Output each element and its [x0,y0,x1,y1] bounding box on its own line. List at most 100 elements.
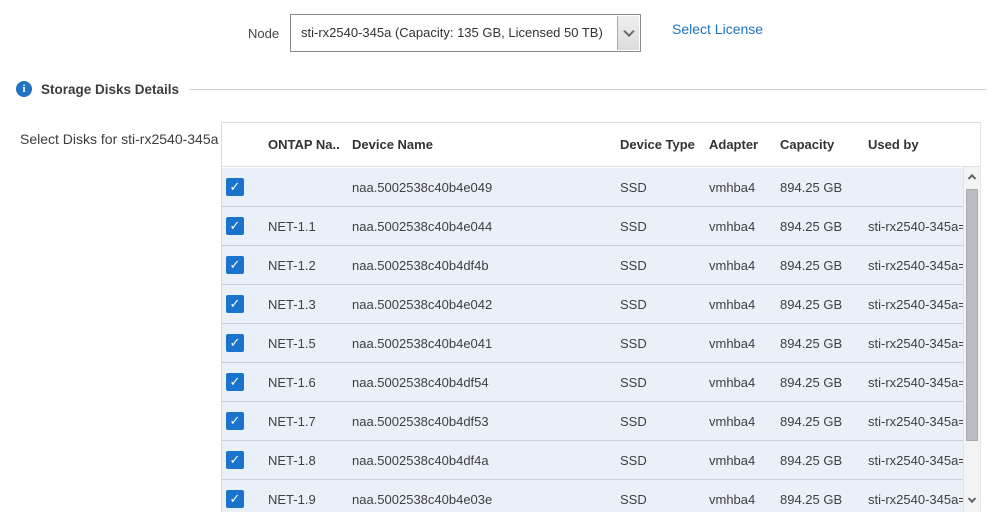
adapter-cell: vmhba4 [709,179,756,195]
adapter-cell: vmhba4 [709,491,756,507]
used-by-cell: sti-rx2540-345a=... [868,413,963,429]
vertical-scrollbar[interactable] [963,167,980,512]
checkmark-icon: ✓ [229,296,241,311]
checkbox-cell: ✓ [222,373,256,391]
used-by-cell: sti-rx2540-345a=... [868,218,963,234]
row-checkbox[interactable]: ✓ [226,295,244,313]
table-header-row: ONTAP Na... Device Name Device Type Adap… [222,123,980,167]
checkbox-cell: ✓ [222,256,256,274]
checkmark-icon: ✓ [229,257,241,272]
adapter-cell: vmhba4 [709,374,756,390]
table-row[interactable]: ✓ NET-1.6 naa.5002538c40b4df54 SSD vmhba… [222,363,963,402]
used-by-cell: sti-rx2540-345a=... [868,296,963,312]
section-title: Storage Disks Details [41,82,180,97]
device-name-cell: naa.5002538c40b4df54 [352,374,489,390]
used-by-cell: sti-rx2540-345a=... [868,491,963,507]
checkmark-icon: ✓ [229,374,241,389]
device-type-cell: SSD [620,296,647,312]
row-checkbox[interactable]: ✓ [226,334,244,352]
column-header-device-type[interactable]: Device Type [620,137,695,152]
used-by-cell: sti-rx2540-345a=... [868,374,963,390]
device-name-cell: naa.5002538c40b4e042 [352,296,493,312]
scrollbar-thumb[interactable] [966,189,978,441]
row-checkbox[interactable]: ✓ [226,217,244,235]
capacity-cell: 894.25 GB [780,452,843,468]
device-type-cell: SSD [620,374,647,390]
row-checkbox[interactable]: ✓ [226,373,244,391]
device-type-cell: SSD [620,335,647,351]
row-checkbox[interactable]: ✓ [226,451,244,469]
checkmark-icon: ✓ [229,413,241,428]
column-header-used-by[interactable]: Used by [868,137,919,152]
device-type-cell: SSD [620,452,647,468]
scroll-up-button[interactable] [964,167,980,187]
used-by-cell: sti-rx2540-345a=... [868,335,963,351]
column-header-device-name[interactable]: Device Name [352,137,433,152]
row-checkbox[interactable]: ✓ [226,178,244,196]
adapter-cell: vmhba4 [709,218,756,234]
checkmark-icon: ✓ [229,218,241,233]
column-header-capacity[interactable]: Capacity [780,137,835,152]
device-name-cell: naa.5002538c40b4e049 [352,179,493,195]
ontap-name-cell: NET-1.6 [268,374,316,390]
node-select-dropdown[interactable]: sti-rx2540-345a (Capacity: 135 GB, Licen… [290,14,641,52]
scroll-down-button[interactable] [964,490,980,510]
checkbox-cell: ✓ [222,490,256,508]
table-row[interactable]: ✓ NET-1.7 naa.5002538c40b4df53 SSD vmhba… [222,402,963,441]
capacity-cell: 894.25 GB [780,374,843,390]
checkbox-cell: ✓ [222,295,256,313]
checkbox-cell: ✓ [222,451,256,469]
section-divider [190,89,986,90]
ontap-name-cell: NET-1.9 [268,491,316,507]
table-row[interactable]: ✓ NET-1.1 naa.5002538c40b4e044 SSD vmhba… [222,207,963,246]
ontap-name-cell: NET-1.1 [268,218,316,234]
row-checkbox[interactable]: ✓ [226,256,244,274]
chevron-down-icon [967,494,977,504]
column-header-adapter[interactable]: Adapter [709,137,759,152]
table-row[interactable]: ✓ NET-1.9 naa.5002538c40b4e03e SSD vmhba… [222,480,963,512]
chevron-up-icon [967,173,977,183]
ontap-name-cell: NET-1.2 [268,257,316,273]
adapter-cell: vmhba4 [709,452,756,468]
capacity-cell: 894.25 GB [780,257,843,273]
capacity-cell: 894.25 GB [780,413,843,429]
row-checkbox[interactable]: ✓ [226,412,244,430]
node-select-value: sti-rx2540-345a (Capacity: 135 GB, Licen… [301,25,603,40]
table-row[interactable]: ✓ NET-1.2 naa.5002538c40b4df4b SSD vmhba… [222,246,963,285]
checkbox-cell: ✓ [222,334,256,352]
device-type-cell: SSD [620,491,647,507]
capacity-cell: 894.25 GB [780,491,843,507]
device-type-cell: SSD [620,218,647,234]
disk-table: ONTAP Na... Device Name Device Type Adap… [221,122,981,512]
checkbox-cell: ✓ [222,178,256,196]
adapter-cell: vmhba4 [709,335,756,351]
device-type-cell: SSD [620,257,647,273]
checkmark-icon: ✓ [229,179,241,194]
table-row[interactable]: ✓ NET-1.8 naa.5002538c40b4df4a SSD vmhba… [222,441,963,480]
select-disks-label: Select Disks for sti-rx2540-345a [20,131,219,147]
table-row[interactable]: ✓ NET-1.5 naa.5002538c40b4e041 SSD vmhba… [222,324,963,363]
capacity-cell: 894.25 GB [780,296,843,312]
ontap-name-cell: NET-1.5 [268,335,316,351]
device-name-cell: naa.5002538c40b4e03e [352,491,493,507]
used-by-cell: sti-rx2540-345a=... [868,257,963,273]
capacity-cell: 894.25 GB [780,179,843,195]
checkmark-icon: ✓ [229,335,241,350]
table-row[interactable]: ✓ naa.5002538c40b4e049 SSD vmhba4 894.25… [222,168,963,207]
row-checkbox[interactable]: ✓ [226,490,244,508]
column-header-ontap-name[interactable]: ONTAP Na... [268,137,340,152]
checkbox-cell: ✓ [222,217,256,235]
checkmark-icon: ✓ [229,491,241,506]
table-row[interactable]: ✓ NET-1.3 naa.5002538c40b4e042 SSD vmhba… [222,285,963,324]
device-name-cell: naa.5002538c40b4e041 [352,335,493,351]
node-label: Node [248,26,280,41]
ontap-name-cell: NET-1.7 [268,413,316,429]
adapter-cell: vmhba4 [709,257,756,273]
dropdown-arrow-button[interactable] [617,16,639,50]
adapter-cell: vmhba4 [709,413,756,429]
select-license-link[interactable]: Select License [672,21,764,37]
device-name-cell: naa.5002538c40b4e044 [352,218,493,234]
checkbox-cell: ✓ [222,412,256,430]
checkmark-icon: ✓ [229,452,241,467]
